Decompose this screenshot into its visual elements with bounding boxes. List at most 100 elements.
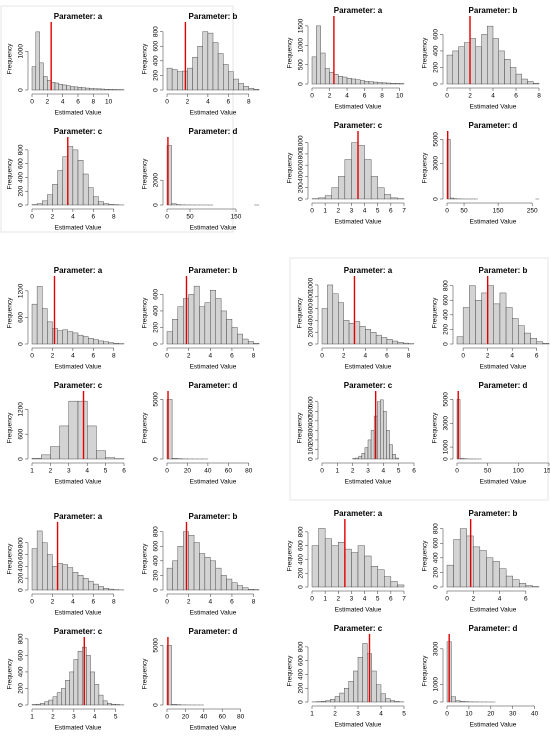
y-tick-label: 800	[298, 148, 305, 159]
bar	[193, 542, 200, 591]
y-tick-label: 3000	[433, 156, 440, 171]
y-axis-label: Frequency	[297, 297, 304, 328]
bar	[228, 71, 234, 91]
y-tick-label: 600	[443, 294, 450, 305]
y-axis-label: Frequency	[7, 658, 14, 689]
bar	[390, 700, 396, 703]
bar	[86, 425, 97, 460]
bar	[210, 290, 216, 345]
bar	[324, 538, 332, 588]
y-tick-label: 0	[153, 457, 160, 461]
chart-title: Parameter: a	[54, 266, 103, 275]
bar	[166, 145, 172, 206]
y-tick-label: 800	[308, 291, 315, 302]
bar	[105, 457, 115, 460]
x-axis-label: Estimated Value	[190, 225, 237, 232]
y-axis-label: Frequency	[7, 412, 14, 443]
bar	[368, 81, 374, 85]
bar	[85, 87, 90, 91]
chart-title: Parameter: a	[54, 12, 103, 21]
y-tick-label: 600	[298, 540, 305, 551]
chart-title: Parameter: b	[189, 12, 238, 21]
bar	[364, 555, 372, 588]
bar	[47, 194, 53, 206]
bar	[361, 453, 366, 460]
bar	[82, 336, 89, 345]
x-tick-label: 0	[30, 599, 34, 606]
x-tick-label: 2	[351, 468, 355, 475]
bar	[338, 176, 346, 200]
y-tick-label: 800	[18, 633, 25, 644]
bar	[325, 700, 331, 703]
y-tick-label: 1000	[308, 277, 315, 292]
x-tick-label: 0	[310, 596, 314, 603]
y-tick-label: 200	[433, 567, 440, 578]
bar	[47, 554, 53, 591]
x-tick-label: 2	[486, 353, 490, 360]
chart-title: Parameter: a	[334, 509, 383, 518]
bar	[35, 703, 41, 706]
bar	[455, 700, 461, 703]
x-tick-label: 4	[206, 99, 210, 106]
bar	[446, 564, 454, 588]
bar	[171, 69, 178, 91]
bar	[499, 292, 507, 345]
bar	[512, 318, 519, 345]
bar	[172, 560, 179, 591]
bar	[226, 319, 233, 345]
y-tick-label: 600	[18, 650, 25, 661]
bar	[68, 400, 79, 460]
x-tick-label: 4	[71, 214, 75, 221]
x-tick-label: 7	[402, 596, 406, 603]
bar	[77, 400, 88, 460]
y-axis-label: Frequency	[142, 158, 149, 189]
x-tick-label: 0	[165, 468, 169, 475]
bar	[43, 76, 48, 91]
bar	[331, 187, 339, 200]
bar	[220, 310, 227, 345]
y-tick-label: 800	[443, 280, 450, 291]
bar	[44, 701, 49, 706]
y-tick-label: 1000	[298, 38, 305, 53]
bar	[192, 56, 198, 91]
bar	[42, 308, 48, 345]
bar	[86, 655, 91, 706]
bar	[69, 671, 75, 706]
y-tick-label: 200	[308, 434, 315, 445]
bar	[394, 701, 400, 703]
bar	[199, 306, 206, 345]
y-axis-label: Frequency	[7, 297, 14, 328]
bar	[215, 298, 222, 345]
x-tick-label: 3	[356, 711, 360, 718]
bar	[171, 203, 177, 206]
bar	[367, 439, 372, 460]
x-tick-label: 2	[51, 714, 55, 721]
y-tick-label: 600	[153, 289, 160, 300]
bar	[220, 575, 227, 591]
chart-title: Parameter: d	[189, 127, 238, 136]
bar	[77, 160, 84, 206]
bar	[324, 195, 332, 200]
bar	[364, 447, 369, 460]
bar	[171, 458, 178, 460]
x-tick-label: 10	[105, 99, 113, 106]
chart-title: Parameter: c	[54, 381, 103, 390]
bar	[73, 86, 79, 91]
x-tick-label: 40	[204, 468, 212, 475]
bar	[93, 196, 99, 206]
bar	[469, 285, 476, 345]
bar	[358, 455, 363, 460]
bar	[316, 25, 321, 85]
bar	[108, 204, 114, 206]
bar	[233, 78, 239, 91]
x-tick-label: 4	[363, 208, 367, 215]
bar	[67, 146, 74, 206]
x-tick-label: 20	[487, 711, 495, 718]
bar	[62, 84, 67, 91]
y-tick-label: 0	[153, 342, 160, 346]
bar	[61, 688, 66, 706]
x-tick-label: 6	[92, 214, 96, 221]
bar	[62, 564, 68, 591]
bar	[385, 698, 391, 703]
